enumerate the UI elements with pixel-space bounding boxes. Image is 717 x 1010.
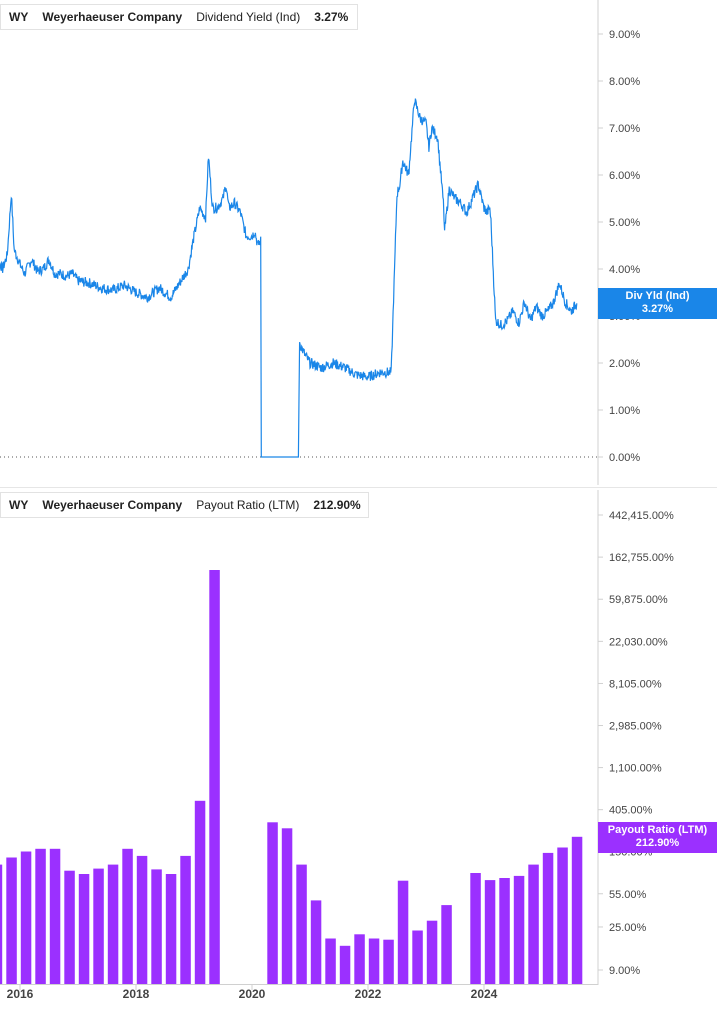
- payout-bar: [20, 851, 32, 984]
- top-legend-value: 3.27%: [314, 10, 349, 24]
- bottom-y-tick-label: 22,030.00%: [609, 636, 668, 648]
- payout-bar: [35, 848, 46, 984]
- payout-bar: [513, 875, 525, 984]
- payout-bar: [571, 836, 583, 984]
- payout-bar: [354, 934, 365, 984]
- bottom-y-tick-label: 442,415.00%: [609, 510, 674, 522]
- payout-bar: [122, 848, 133, 984]
- payout-bar: [412, 930, 423, 984]
- top-y-tick-label: 8.00%: [609, 76, 640, 88]
- top-y-tick-label: 1.00%: [609, 405, 640, 417]
- x-tick-label: 2024: [471, 987, 498, 1001]
- top-y-tick-label: 5.00%: [609, 217, 640, 229]
- payout-bar: [310, 900, 322, 984]
- payout-bar: [426, 920, 438, 984]
- payout-bar: [470, 873, 481, 984]
- payout-bar: [49, 848, 61, 984]
- bottom-y-tick-label: 25.00%: [609, 922, 647, 934]
- bottom-y-tick-label: 405.00%: [609, 805, 653, 817]
- payout-bar: [397, 880, 409, 984]
- payout-bar: [151, 869, 162, 984]
- bottom-y-tick-label: 59,875.00%: [609, 594, 668, 606]
- payout-bar: [528, 864, 539, 984]
- top-tag-value: 3.27%: [641, 303, 674, 315]
- bottom-legend: WY Weyerhaeuser Company Payout Ratio (LT…: [0, 492, 369, 518]
- bottom-legend-value: 212.90%: [313, 498, 361, 512]
- x-tick-label: 2020: [239, 987, 266, 1001]
- payout-bar: [165, 874, 177, 984]
- payout-bar: [542, 852, 554, 984]
- top-y-tick-label: 7.00%: [609, 123, 640, 135]
- payout-bar: [281, 828, 293, 984]
- top-legend-metric: Dividend Yield (Ind): [196, 10, 301, 24]
- payout-bar: [296, 864, 307, 984]
- bottom-value-tag: Payout Ratio (LTM) 212.90%: [598, 822, 717, 853]
- top-y-tick-label: 6.00%: [609, 170, 640, 182]
- x-tick-label: 2018: [123, 987, 150, 1001]
- bottom-legend-company: Weyerhaeuser Company: [42, 498, 183, 512]
- payout-bar: [0, 864, 3, 984]
- payout-bar: [6, 857, 17, 984]
- bottom-y-tick-label: 2,985.00%: [609, 721, 662, 733]
- payout-bar: [325, 938, 336, 984]
- bottom-tag-value: 212.90%: [635, 837, 680, 849]
- payout-bar: [209, 570, 220, 984]
- bottom-y-tick-label: 162,755.00%: [609, 552, 674, 564]
- bottom-y-tick-label: 8,105.00%: [609, 678, 662, 690]
- bottom-y-tick-label: 55.00%: [609, 889, 647, 901]
- top-legend-company: Weyerhaeuser Company: [42, 10, 183, 24]
- payout-bar: [180, 855, 191, 984]
- top-value-tag: Div Yld (Ind) 3.27%: [598, 288, 717, 319]
- top-y-tick-label: 4.00%: [609, 264, 640, 276]
- payout-bar: [107, 864, 119, 984]
- top-legend-ticker: WY: [9, 10, 29, 24]
- x-tick-label: 2016: [7, 987, 34, 1001]
- top-y-tick-label: 2.00%: [609, 358, 640, 370]
- payout-bar: [93, 868, 104, 984]
- payout-bar: [499, 878, 510, 984]
- bottom-tag-label: Payout Ratio (LTM): [607, 824, 708, 836]
- payout-bar: [136, 855, 148, 984]
- payout-bar: [64, 870, 75, 984]
- payout-bar: [339, 945, 351, 984]
- payout-bar: [194, 800, 206, 984]
- top-y-tick-label: 9.00%: [609, 29, 640, 41]
- payout-bar: [557, 847, 568, 984]
- top-y-tick-label: 0.00%: [609, 452, 640, 464]
- bottom-y-tick-label: 1,100.00%: [609, 763, 662, 775]
- payout-bar: [484, 880, 496, 984]
- bottom-legend-metric: Payout Ratio (LTM): [196, 498, 300, 512]
- top-legend: WY Weyerhaeuser Company Dividend Yield (…: [0, 4, 358, 30]
- dividend-yield-line: [0, 98, 578, 458]
- bottom-y-tick-label: 9.00%: [609, 965, 640, 977]
- x-tick-label: 2022: [355, 987, 382, 1001]
- payout-bar: [368, 938, 380, 984]
- payout-bar: [78, 874, 90, 984]
- payout-bar: [441, 905, 452, 984]
- bottom-legend-ticker: WY: [9, 498, 29, 512]
- top-tag-label: Div Yld (Ind): [625, 290, 690, 302]
- payout-bar: [383, 939, 394, 984]
- payout-bar: [267, 822, 278, 984]
